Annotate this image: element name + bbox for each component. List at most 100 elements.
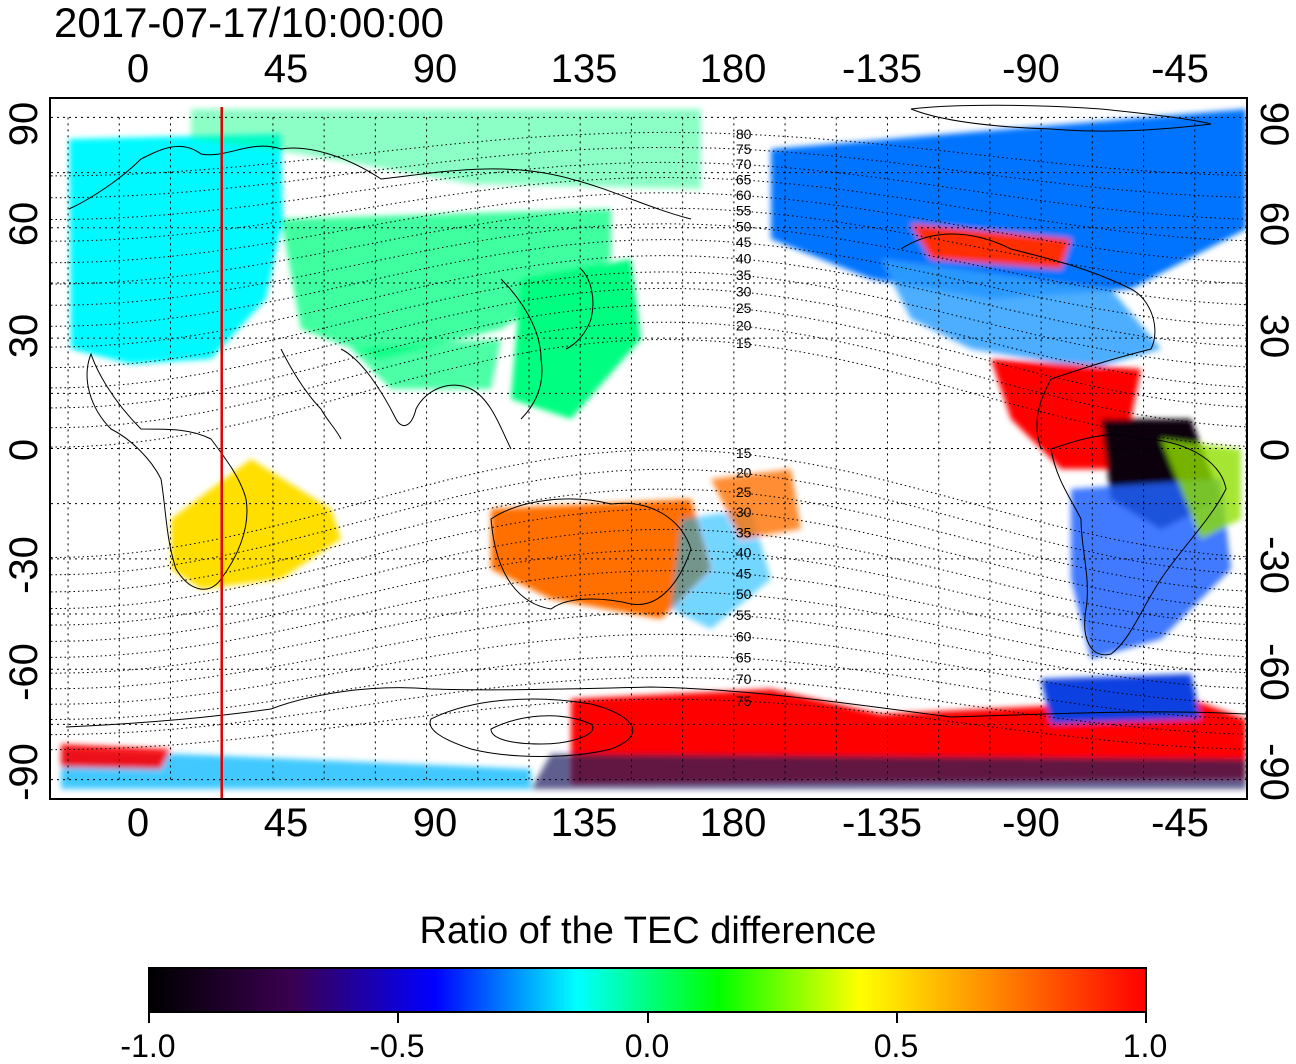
contour-label: 55 [736, 607, 752, 623]
timestamp-label: 2017-07-17/10:00:00 [54, 0, 444, 46]
contour-label: 70 [736, 671, 752, 687]
data-region-north-asia [281, 209, 611, 359]
magnetic-contour-line [51, 468, 1246, 576]
colorbar-tick-label: 1.0 [1122, 1028, 1168, 1064]
lat-tick-left: 30 [2, 313, 46, 359]
lon-tick-bottom: 180 [699, 801, 767, 845]
lon-tick-bottom: -135 [841, 801, 923, 845]
colorbar-tickmark [148, 1013, 150, 1023]
data-region-australia [491, 499, 711, 619]
magnetic-contour-line [51, 449, 1246, 558]
lat-tick-right: -90 [1252, 743, 1296, 801]
contour-label: 50 [736, 218, 752, 234]
contour-label: 30 [736, 283, 752, 299]
data-region-north-asia [351, 339, 501, 389]
contour-label: 25 [736, 484, 752, 500]
contour-label: 20 [736, 317, 752, 333]
contour-label: 20 [736, 465, 752, 481]
magnetic-contour-line [51, 287, 1246, 389]
magnetic-contour-line [51, 591, 1246, 674]
contour-labels: 8075706560555045403530252015152025303540… [736, 126, 752, 709]
contour-label: 45 [736, 565, 752, 581]
lat-tick-right: -30 [1252, 536, 1296, 594]
lat-tick-right: 0 [1252, 438, 1296, 462]
data-region-north-america-north [771, 109, 1246, 299]
lat-tick-right: -60 [1252, 643, 1296, 701]
magnetic-contour-line [51, 570, 1246, 658]
lon-tick-top: -135 [841, 47, 923, 91]
data-region-east-asia [511, 259, 641, 419]
data-region-north-america-band [911, 224, 1071, 269]
colorbar-tick-label: -1.0 [120, 1028, 176, 1064]
lat-tick-left: -60 [2, 643, 46, 701]
lon-tick-top: 90 [412, 47, 458, 91]
lon-tick-top: 180 [699, 47, 767, 91]
contour-label: 25 [736, 300, 752, 316]
lat-tick-right: 60 [1252, 201, 1296, 247]
lat-tick-right: 30 [1252, 313, 1296, 359]
magnetic-contour-line [51, 612, 1246, 690]
lon-tick-top: -45 [1151, 47, 1209, 91]
colorbar-tickmark [647, 1013, 649, 1023]
magnetic-contour-line [51, 207, 1246, 285]
magnetic-contour-line [51, 131, 1246, 177]
contour-label: 35 [736, 524, 752, 540]
lon-tick-bottom: 135 [550, 801, 618, 845]
lat-tick-left: 0 [2, 438, 46, 462]
lon-tick-bottom: -45 [1151, 801, 1209, 845]
contour-label: 75 [736, 141, 752, 157]
contour-label: 50 [736, 586, 752, 602]
magnetic-contour-line [51, 698, 1246, 751]
colorbar-tick-label: 0.0 [624, 1028, 670, 1064]
data-region-central-america [61, 744, 171, 769]
magnetic-contour-line [51, 239, 1246, 327]
lon-tick-bottom: 0 [126, 801, 150, 845]
colorbar-tick-label: -0.5 [369, 1028, 425, 1064]
magnetic-contour-line [51, 488, 1246, 593]
magnetic-contour-line [51, 192, 1246, 264]
contour-label: 60 [736, 187, 752, 203]
data-region-southern-africa [171, 459, 341, 589]
contour-label: 65 [736, 650, 752, 666]
colorbar [148, 967, 1147, 1013]
data-region-south-america-east [531, 754, 1246, 789]
lon-tick-top: 45 [263, 47, 309, 91]
contour-label: 80 [736, 126, 752, 142]
lat-tick-left: -90 [2, 743, 46, 801]
data-region-north-asia [191, 109, 701, 189]
contour-label: 40 [736, 250, 752, 266]
magnetic-contour-line [51, 304, 1246, 409]
lon-tick-bottom: -90 [1002, 801, 1060, 845]
contour-label: 65 [736, 171, 752, 187]
lon-tick-bottom: 90 [412, 801, 458, 845]
magnetic-contour-line [51, 223, 1246, 306]
data-region-australia [711, 469, 801, 539]
data-region-north-asia [1161, 439, 1241, 539]
lat-tick-left: -30 [2, 536, 46, 594]
tec-data-layer [61, 109, 1246, 789]
data-region-north-america-north [1041, 674, 1201, 724]
lat-tick-left: 60 [2, 201, 46, 247]
data-region-europe [69, 134, 283, 364]
data-region-australia [671, 509, 771, 629]
magnetic-latitude-contours [51, 131, 1246, 751]
lat-tick-left: 90 [2, 101, 46, 147]
colorbar-tickmark [896, 1013, 898, 1023]
contour-label: 40 [736, 545, 752, 561]
colorbar-tickmark [397, 1013, 399, 1023]
map-plot-area: 80 75 70 65 60 55 50 45 40 35 30 25 20 15 15 20 25 30 35 40… [49, 97, 1248, 800]
contour-label: 15 [736, 445, 752, 461]
data-region-north-asia [61, 749, 531, 789]
lon-tick-bottom: 45 [263, 801, 309, 845]
contour-label: 70 [736, 156, 752, 172]
colorbar-tickmark [1145, 1013, 1147, 1023]
magnetic-contour-line [51, 146, 1246, 199]
lon-tick-top: 0 [126, 47, 150, 91]
data-region-central-america [991, 359, 1141, 469]
lon-tick-top: -90 [1002, 47, 1060, 91]
contour-label: 75 [736, 693, 752, 709]
colorbar-title: Ratio of the TEC difference [419, 910, 877, 952]
contour-label: 45 [736, 234, 752, 250]
data-region-north-america-north [881, 259, 1161, 369]
contour-label: 60 [736, 628, 752, 644]
